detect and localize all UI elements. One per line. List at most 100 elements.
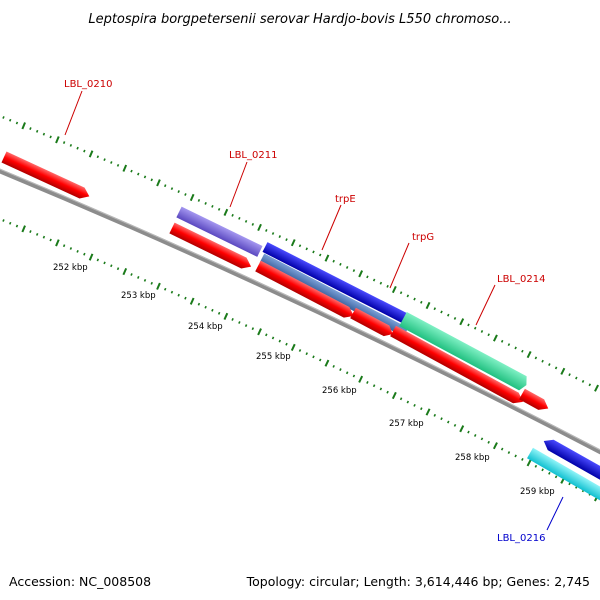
gene-label-lbl0211[interactable]: LBL_0211 [229, 150, 277, 161]
inner-minor-tick [143, 278, 147, 282]
inner-minor-tick [29, 230, 32, 234]
outer-minor-tick [62, 141, 66, 144]
outer-minor-tick [345, 266, 349, 269]
inner-minor-tick [372, 384, 376, 388]
leader-lbl0216 [546, 496, 564, 531]
outer-major-tick [189, 193, 195, 202]
inner-minor-tick [204, 305, 207, 309]
inner-minor-tick [177, 293, 180, 297]
gene-lbl0214-feature[interactable] [399, 311, 530, 392]
outer-minor-tick [231, 213, 234, 217]
outer-minor-tick [278, 235, 282, 238]
inner-minor-tick [211, 308, 214, 312]
outer-major-tick [560, 367, 566, 375]
outer-minor-tick [352, 269, 356, 273]
inner-minor-tick [487, 440, 490, 444]
inner-minor-tick [386, 390, 389, 394]
gene-trpE-cds[interactable] [255, 260, 356, 322]
gene-label-lbl0214[interactable]: LBL_0214 [497, 274, 545, 285]
inner-minor-tick [116, 267, 120, 271]
gene-lbl0216-feature[interactable] [541, 436, 600, 485]
inner-minor-tick [42, 235, 46, 239]
gene-lbl0216-region[interactable] [527, 447, 600, 504]
outer-major-tick [526, 350, 532, 359]
outer-minor-tick [541, 359, 544, 363]
outer-minor-tick [534, 356, 538, 360]
tick-label-259: 259 kbp [520, 487, 555, 497]
inner-minor-tick [399, 397, 403, 401]
map-title: Leptospira borgpetersenii serovar Hardjo… [88, 12, 511, 27]
outer-minor-tick [588, 383, 592, 387]
outer-major-tick [55, 136, 60, 144]
gene-trpG-cds[interactable] [350, 307, 395, 340]
outer-minor-tick [399, 291, 403, 295]
outer-major-tick [290, 239, 296, 247]
outer-minor-tick [49, 135, 52, 139]
inner-minor-tick [298, 349, 302, 352]
outer-major-tick [459, 318, 465, 326]
outer-major-tick [391, 285, 397, 294]
gene-lbl0215-cds[interactable] [519, 388, 551, 414]
inner-minor-tick [406, 400, 410, 404]
gene-lbl0210-feature[interactable] [1, 151, 91, 202]
gene-lbl0214-cds[interactable] [390, 325, 526, 407]
inner-minor-tick [69, 247, 73, 250]
label-leader-lines [64, 90, 564, 531]
outer-minor-tick [447, 313, 450, 317]
inner-minor-tick [15, 224, 19, 228]
outer-minor-tick [480, 330, 484, 333]
inner-minor-tick [278, 339, 282, 343]
inner-minor-tick [170, 290, 174, 294]
outer-minor-tick [433, 307, 437, 311]
inner-minor-tick [534, 464, 538, 468]
inner-minor-tick [9, 221, 12, 225]
gene-label-trpE[interactable]: trpE [335, 194, 356, 205]
tick-label-255: 255 kbp [256, 352, 291, 362]
inner-minor-tick [251, 327, 255, 331]
inner-minor-tick [265, 333, 268, 337]
outer-minor-tick [143, 175, 147, 179]
outer-tick-marks [2, 116, 599, 392]
outer-minor-tick [568, 373, 571, 377]
inner-minor-tick [150, 281, 153, 285]
outer-minor-tick [332, 259, 335, 263]
leader-trpG [389, 242, 410, 289]
outer-minor-tick [69, 143, 73, 147]
inner-minor-tick [217, 311, 221, 315]
inner-minor-tick [467, 430, 470, 434]
gene-label-lbl0210[interactable]: LBL_0210 [64, 79, 112, 90]
inner-major-tick [122, 267, 128, 276]
inner-major-tick [21, 225, 26, 233]
outer-minor-tick [137, 172, 140, 176]
inner-minor-tick [433, 413, 437, 417]
tick-label-256: 256 kbp [322, 386, 357, 396]
inner-minor-tick [366, 381, 369, 384]
inner-minor-tick [345, 371, 349, 375]
outer-minor-tick [35, 129, 39, 133]
inner-minor-tick [197, 302, 201, 306]
gene-trpE-feature[interactable] [262, 242, 407, 323]
tick-label-252: 252 kbp [53, 263, 88, 273]
inner-major-tick [223, 312, 229, 320]
inner-minor-tick [2, 219, 5, 222]
outer-minor-tick [473, 326, 477, 330]
gene-lbl0211-cds[interactable] [169, 222, 253, 272]
inner-major-tick [290, 343, 296, 351]
outer-major-tick [324, 254, 330, 262]
outer-minor-tick [271, 232, 275, 235]
tick-label-254: 254 kbp [188, 322, 223, 332]
gene-lbl0211-feature[interactable] [176, 206, 263, 257]
outer-minor-tick [366, 275, 369, 279]
gene-label-lbl0216[interactable]: LBL_0216 [497, 533, 545, 544]
gene-label-trpG[interactable]: trpG [412, 232, 434, 243]
inner-minor-tick [35, 232, 39, 236]
inner-minor-tick [541, 468, 544, 472]
inner-minor-tick [76, 249, 79, 253]
tick-labels: 252 kbp 253 kbp 254 kbp 255 kbp 256 kbp … [53, 263, 555, 497]
outer-major-tick [88, 150, 94, 158]
inner-minor-tick [339, 368, 342, 372]
outer-major-tick [223, 208, 229, 216]
outer-major-tick [156, 179, 161, 187]
inner-major-tick [358, 375, 364, 383]
